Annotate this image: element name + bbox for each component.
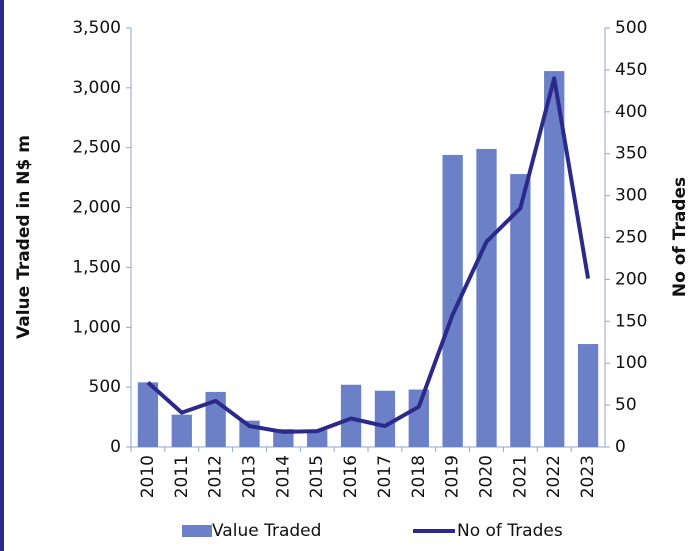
y2-tick-label: 150	[615, 311, 647, 331]
bar	[442, 154, 463, 447]
x-tick-label: 2017	[375, 455, 395, 498]
bar	[137, 382, 159, 447]
x-tick-label: 2012	[206, 455, 226, 498]
x-tick-label: 2011	[172, 455, 192, 498]
y2-tick-label: 50	[615, 395, 637, 415]
bar	[171, 414, 192, 447]
legend-label: No of Trades	[457, 521, 563, 541]
y2-tick-label: 0	[615, 437, 626, 457]
bar	[476, 148, 497, 447]
y2-tick-label: 350	[615, 144, 647, 164]
x-tick-label: 2021	[510, 455, 530, 498]
line	[146, 76, 591, 434]
x-tick-label: 2015	[307, 455, 327, 498]
y2-axis-title: No of Trades	[670, 177, 690, 297]
x-tick-label: 2013	[240, 455, 260, 498]
y2-tick-label: 200	[615, 269, 647, 289]
bar	[577, 344, 599, 447]
legend-swatch	[182, 525, 212, 537]
y2-tick-label: 500	[615, 18, 647, 38]
x-tick-label: 2019	[443, 455, 463, 498]
bar	[340, 384, 362, 447]
bar	[307, 430, 328, 447]
y-tick-label: 3,500	[72, 18, 121, 38]
y-tick-label: 2,500	[72, 138, 121, 158]
bar	[374, 390, 396, 447]
bar	[408, 389, 429, 447]
y2-tick-label: 400	[615, 102, 647, 122]
y-axis-title: Value Traded in N$ m	[14, 135, 34, 339]
bar	[510, 174, 531, 447]
x-tick-label: 2018	[409, 455, 429, 498]
x-tick-label: 2023	[578, 455, 598, 498]
bar	[544, 71, 565, 448]
x-tick-label: 2022	[544, 455, 564, 498]
y-tick-label: 2,000	[72, 198, 121, 218]
x-tick-label: 2020	[477, 455, 497, 498]
y-tick-label: 500	[89, 377, 121, 397]
x-tick-label: 2016	[341, 455, 361, 498]
y-tick-label: 1,000	[72, 317, 121, 337]
y-tick-label: 1,500	[72, 257, 121, 277]
y2-tick-label: 450	[615, 60, 647, 80]
y-tick-label: 0	[110, 437, 121, 457]
x-tick-label: 2010	[138, 455, 158, 498]
y2-tick-label: 300	[615, 186, 647, 206]
y-tick-label: 3,000	[72, 78, 121, 98]
x-tick-label: 2014	[273, 455, 293, 498]
legend-label: Value Traded	[212, 521, 321, 541]
y2-tick-label: 250	[615, 228, 647, 248]
y2-tick-label: 100	[615, 353, 647, 373]
